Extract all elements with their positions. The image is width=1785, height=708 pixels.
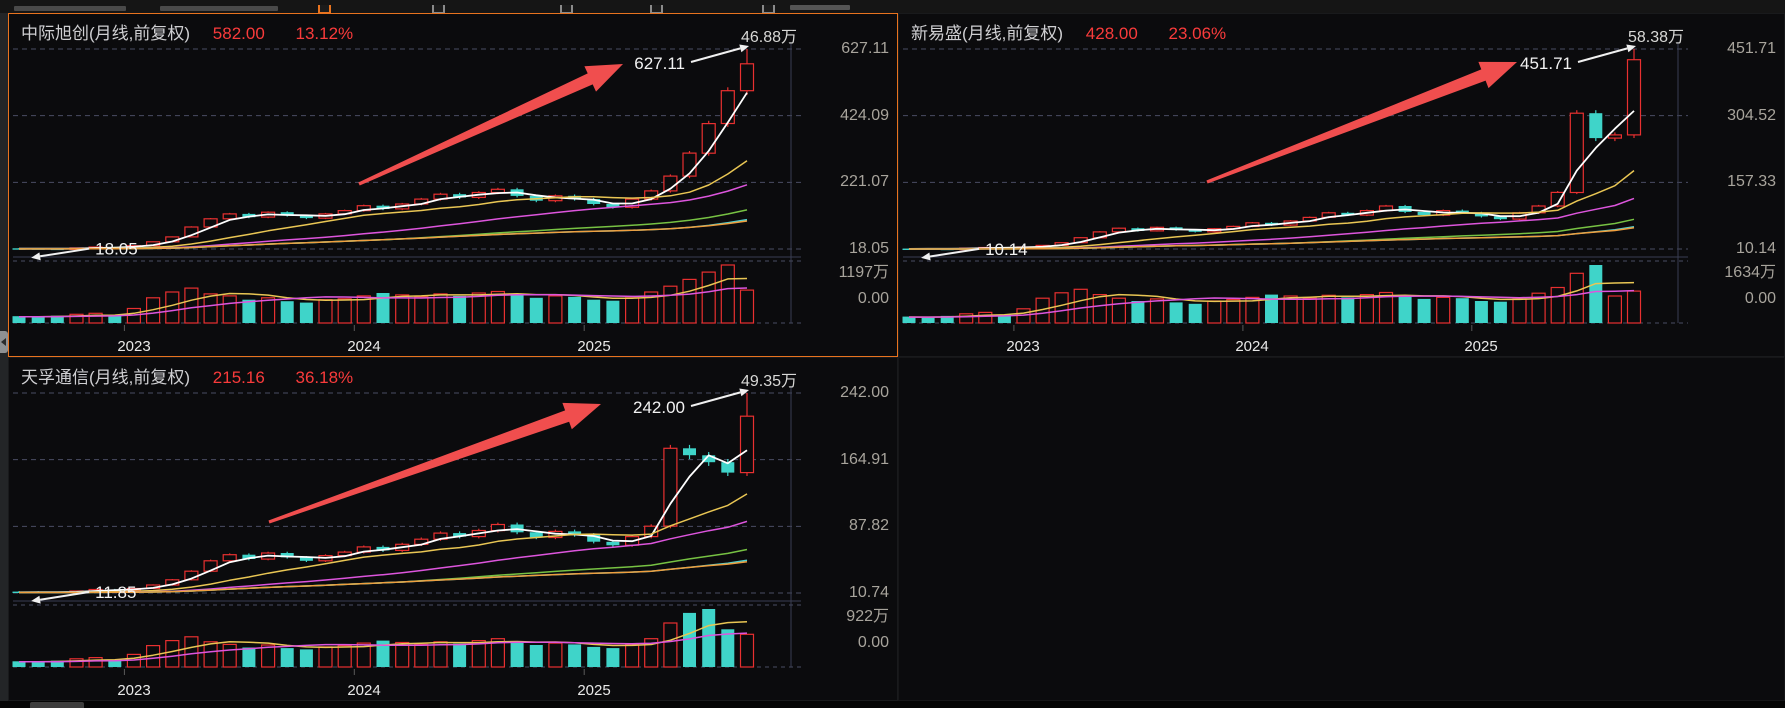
- x-axis-year: 2025: [577, 338, 611, 355]
- y-axis-label: 221.07: [840, 173, 889, 190]
- y-axis-label: 304.52: [1727, 107, 1776, 124]
- toolbar-clipped-text-3: [790, 5, 850, 10]
- toolbar-clipped-text-2: [160, 6, 278, 11]
- y-axis-label: 627.11: [841, 40, 889, 57]
- grid-layout-icon-2[interactable]: [560, 5, 573, 13]
- y-axis-label: 424.09: [840, 107, 889, 124]
- volume-axis-zero: 0.00: [857, 290, 889, 307]
- chart-cell-xinyisheng[interactable]: 10.14 451.71 新易盛(月线,前复权) 428.00 23.06% 58…: [898, 13, 1785, 357]
- y-axis-label: 10.14: [1735, 240, 1776, 257]
- stock-change-pct: 36.18%: [295, 368, 354, 387]
- svg-text:451.71: 451.71: [1520, 54, 1572, 73]
- stock-name: 天孚通信: [21, 368, 89, 387]
- left-panel-strip: [0, 13, 8, 701]
- orange-chart-mode-icon[interactable]: [318, 5, 331, 13]
- candlestick-canvas-2[interactable]: 10.14 451.71: [899, 14, 1784, 356]
- bottom-window-strip: [0, 701, 1785, 708]
- stock-change-pct: 23.06%: [1168, 24, 1227, 43]
- y-axis-label: 87.82: [848, 517, 889, 534]
- chart-cell-tianfutongxin[interactable]: 11.85 242.00 天孚通信(月线,前复权) 215.16 36.18% 4…: [8, 357, 898, 701]
- y-axis-label: 451.71: [1727, 40, 1776, 57]
- x-axis-year: 2024: [1235, 338, 1269, 355]
- x-axis-year: 2024: [347, 682, 381, 699]
- stock-price: 582.00: [212, 24, 265, 43]
- volume-peak-label: 49.35万: [740, 373, 797, 390]
- y-axis-label: 157.33: [1727, 173, 1776, 190]
- x-axis-year: 2023: [1006, 338, 1040, 355]
- stock-period: (月线,前复权): [962, 24, 1064, 43]
- volume-peak-label: 58.38万: [1627, 29, 1684, 46]
- volume-axis-zero: 0.00: [857, 634, 889, 651]
- stock-name: 新易盛: [911, 24, 962, 43]
- volume-peak-label: 46.88万: [740, 29, 797, 46]
- candlestick-canvas-3[interactable]: 11.85 242.00: [9, 358, 897, 700]
- y-axis-label: 10.74: [848, 584, 889, 601]
- grid-layout-icon-1[interactable]: [432, 5, 445, 13]
- taskbar-chip: [30, 702, 84, 708]
- stock-price: 215.16: [212, 368, 265, 387]
- toolbar-clipped-text-1: [14, 6, 126, 11]
- svg-text:11.85: 11.85: [95, 583, 136, 602]
- y-axis-label: 164.91: [840, 451, 889, 468]
- x-axis-year: 2025: [577, 682, 611, 699]
- svg-text:10.14: 10.14: [985, 240, 1028, 259]
- y-axis-label: 18.05: [848, 240, 889, 257]
- x-axis-year: 2023: [117, 682, 151, 699]
- chart-header: 天孚通信(月线,前复权) 215.16 36.18%: [21, 363, 353, 388]
- grid-layout-icon-4[interactable]: [762, 5, 775, 13]
- stock-price: 428.00: [1085, 24, 1138, 43]
- volume-axis-max: 922万: [846, 608, 889, 625]
- stock-period: (月线,前复权): [89, 24, 191, 43]
- volume-axis-max: 1634万: [1724, 264, 1776, 281]
- svg-text:18.05: 18.05: [95, 240, 138, 259]
- stock-name: 中际旭创: [21, 24, 89, 43]
- top-toolbar: [0, 0, 1785, 13]
- candlestick-canvas-1[interactable]: 18.05 627.11: [9, 14, 897, 356]
- chart-header: 中际旭创(月线,前复权) 582.00 13.12%: [21, 19, 353, 44]
- volume-axis-max: 1197万: [838, 264, 889, 281]
- x-axis-year: 2023: [117, 338, 151, 355]
- stock-period: (月线,前复权): [89, 368, 191, 387]
- x-axis-year: 2024: [347, 338, 381, 355]
- stock-change-pct: 13.12%: [295, 24, 354, 43]
- grid-layout-icon-3[interactable]: [650, 5, 663, 13]
- collapse-left-icon[interactable]: [0, 331, 8, 353]
- svg-text:627.11: 627.11: [634, 54, 685, 73]
- chart-header: 新易盛(月线,前复权) 428.00 23.06%: [911, 19, 1226, 44]
- volume-axis-zero: 0.00: [1744, 290, 1776, 307]
- empty-chart-cell[interactable]: [898, 357, 1785, 701]
- chart-cell-zhongjixuchuang[interactable]: 18.05 627.11 中际旭创(月线,前复权) 582.00 13.12% 4…: [8, 13, 898, 357]
- y-axis-label: 242.00: [840, 384, 889, 401]
- x-axis-year: 2025: [1464, 338, 1498, 355]
- svg-text:242.00: 242.00: [633, 398, 685, 417]
